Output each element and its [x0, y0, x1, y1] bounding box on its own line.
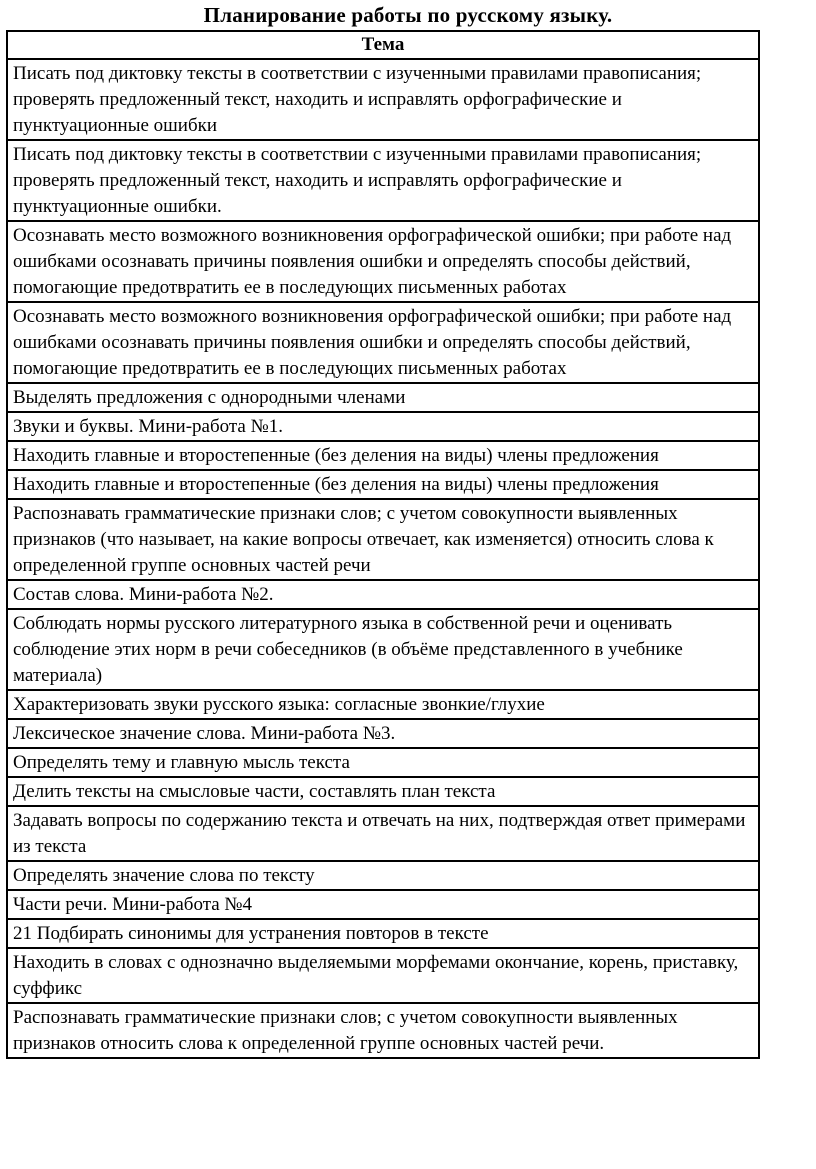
- table-body: Писать под диктовку тексты в соответстви…: [6, 58, 760, 1059]
- table-row: Писать под диктовку тексты в соответстви…: [6, 139, 760, 222]
- topic-cell: Состав слова. Мини-работа №2.: [6, 579, 760, 610]
- topic-cell: Определять значение слова по тексту: [6, 860, 760, 891]
- topic-cell: Задавать вопросы по содержанию текста и …: [6, 805, 760, 862]
- topic-cell: Находить в словах с однозначно выделяемы…: [6, 947, 760, 1004]
- topic-cell: Находить главные и второстепенные (без д…: [6, 440, 760, 471]
- topic-cell: Звуки и буквы. Мини-работа №1.: [6, 411, 760, 442]
- table-row: Находить главные и второстепенные (без д…: [6, 440, 760, 471]
- topic-cell: Части речи. Мини-работа №4: [6, 889, 760, 920]
- table-row: Выделять предложения с однородными члена…: [6, 382, 760, 413]
- topic-cell: Выделять предложения с однородными члена…: [6, 382, 760, 413]
- topic-cell: Осознавать место возможного возникновени…: [6, 220, 760, 303]
- topic-cell: Осознавать место возможного возникновени…: [6, 301, 760, 384]
- table-row: Находить главные и второстепенные (без д…: [6, 469, 760, 500]
- topic-cell: Лексическое значение слова. Мини-работа …: [6, 718, 760, 749]
- topic-cell: Находить главные и второстепенные (без д…: [6, 469, 760, 500]
- topic-cell: 21 Подбирать синонимы для устранения пов…: [6, 918, 760, 949]
- topic-cell: Характеризовать звуки русского языка: со…: [6, 689, 760, 720]
- topic-cell: Писать под диктовку тексты в соответстви…: [6, 58, 760, 141]
- table-row: Звуки и буквы. Мини-работа №1.: [6, 411, 760, 442]
- table-row: Осознавать место возможного возникновени…: [6, 220, 760, 303]
- table-row: Делить тексты на смысловые части, состав…: [6, 776, 760, 807]
- table-row: Осознавать место возможного возникновени…: [6, 301, 760, 384]
- topic-cell: Соблюдать нормы русского литературного я…: [6, 608, 760, 691]
- table-row: Части речи. Мини-работа №4: [6, 889, 760, 920]
- table-row: Задавать вопросы по содержанию текста и …: [6, 805, 760, 862]
- topic-cell: Распознавать грамматические признаки сло…: [6, 1002, 760, 1059]
- table-row: Лексическое значение слова. Мини-работа …: [6, 718, 760, 749]
- table-row: Распознавать грамматические признаки сло…: [6, 1002, 760, 1059]
- topic-cell: Писать под диктовку тексты в соответстви…: [6, 139, 760, 222]
- table-row: Распознавать грамматические признаки сло…: [6, 498, 760, 581]
- topic-cell: Делить тексты на смысловые части, состав…: [6, 776, 760, 807]
- table-row: Соблюдать нормы русского литературного я…: [6, 608, 760, 691]
- topic-cell: Определять тему и главную мысль текста: [6, 747, 760, 778]
- table-row: Определять тему и главную мысль текста: [6, 747, 760, 778]
- page-title: Планирование работы по русскому языку.: [203, 3, 613, 27]
- header-row: Тема: [6, 30, 760, 60]
- table-row: Характеризовать звуки русского языка: со…: [6, 689, 760, 720]
- column-header-tema: Тема: [6, 30, 760, 60]
- table-row: 21 Подбирать синонимы для устранения пов…: [6, 918, 760, 949]
- table-head: Тема: [6, 30, 760, 60]
- topic-cell: Распознавать грамматические признаки сло…: [6, 498, 760, 581]
- table-row: Определять значение слова по тексту: [6, 860, 760, 891]
- topics-table: Тема Писать под диктовку тексты в соотве…: [6, 30, 760, 1059]
- table-row: Состав слова. Мини-работа №2.: [6, 579, 760, 610]
- table-row: Писать под диктовку тексты в соответстви…: [6, 58, 760, 141]
- table-row: Находить в словах с однозначно выделяемы…: [6, 947, 760, 1004]
